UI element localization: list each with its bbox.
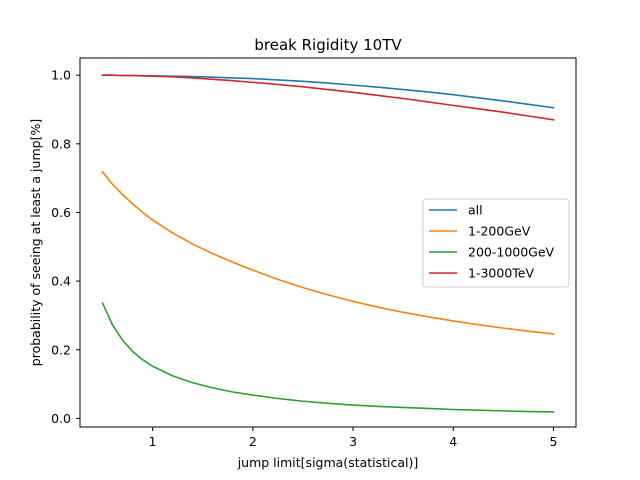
y-axis-label: probability of seeing at least a jump[%] (28, 119, 43, 366)
legend-label-2: 200-1000GeV (468, 245, 555, 260)
x-tick-label: 5 (549, 434, 557, 449)
y-tick-label: 0.4 (51, 274, 71, 289)
y-tick-label: 0.2 (51, 342, 71, 357)
x-tick-label: 1 (149, 434, 157, 449)
legend-label-0: all (468, 203, 483, 218)
x-tick-label: 3 (349, 434, 357, 449)
x-tick-label: 4 (449, 434, 457, 449)
legend-frame (422, 198, 570, 288)
plot-area-frame (79, 57, 577, 428)
chart-title: break Rigidity 10TV (254, 36, 402, 54)
legend-label-1: 1-200GeV (468, 224, 531, 239)
legend-label-3: 1-3000TeV (468, 266, 534, 281)
y-tick-label: 0.0 (51, 411, 71, 426)
y-tick-label: 1.0 (51, 68, 71, 83)
y-tick-label: 0.8 (51, 136, 71, 151)
series-line-2 (101, 302, 555, 413)
y-tick-label: 0.6 (51, 205, 71, 220)
ticks-layer: 1 2 3 4 5 0.0 0.2 0.4 0.6 0.8 1.0 (51, 68, 557, 449)
legend: all 1-200GeV 200-1000GeV 1-3000TeV (422, 198, 570, 288)
series-layer (101, 74, 555, 413)
series-line-1 (101, 170, 555, 335)
series-line-3 (101, 74, 555, 121)
x-axis-label: jump limit[sigma(statistical)] (237, 455, 419, 470)
x-tick-label: 2 (249, 434, 257, 449)
